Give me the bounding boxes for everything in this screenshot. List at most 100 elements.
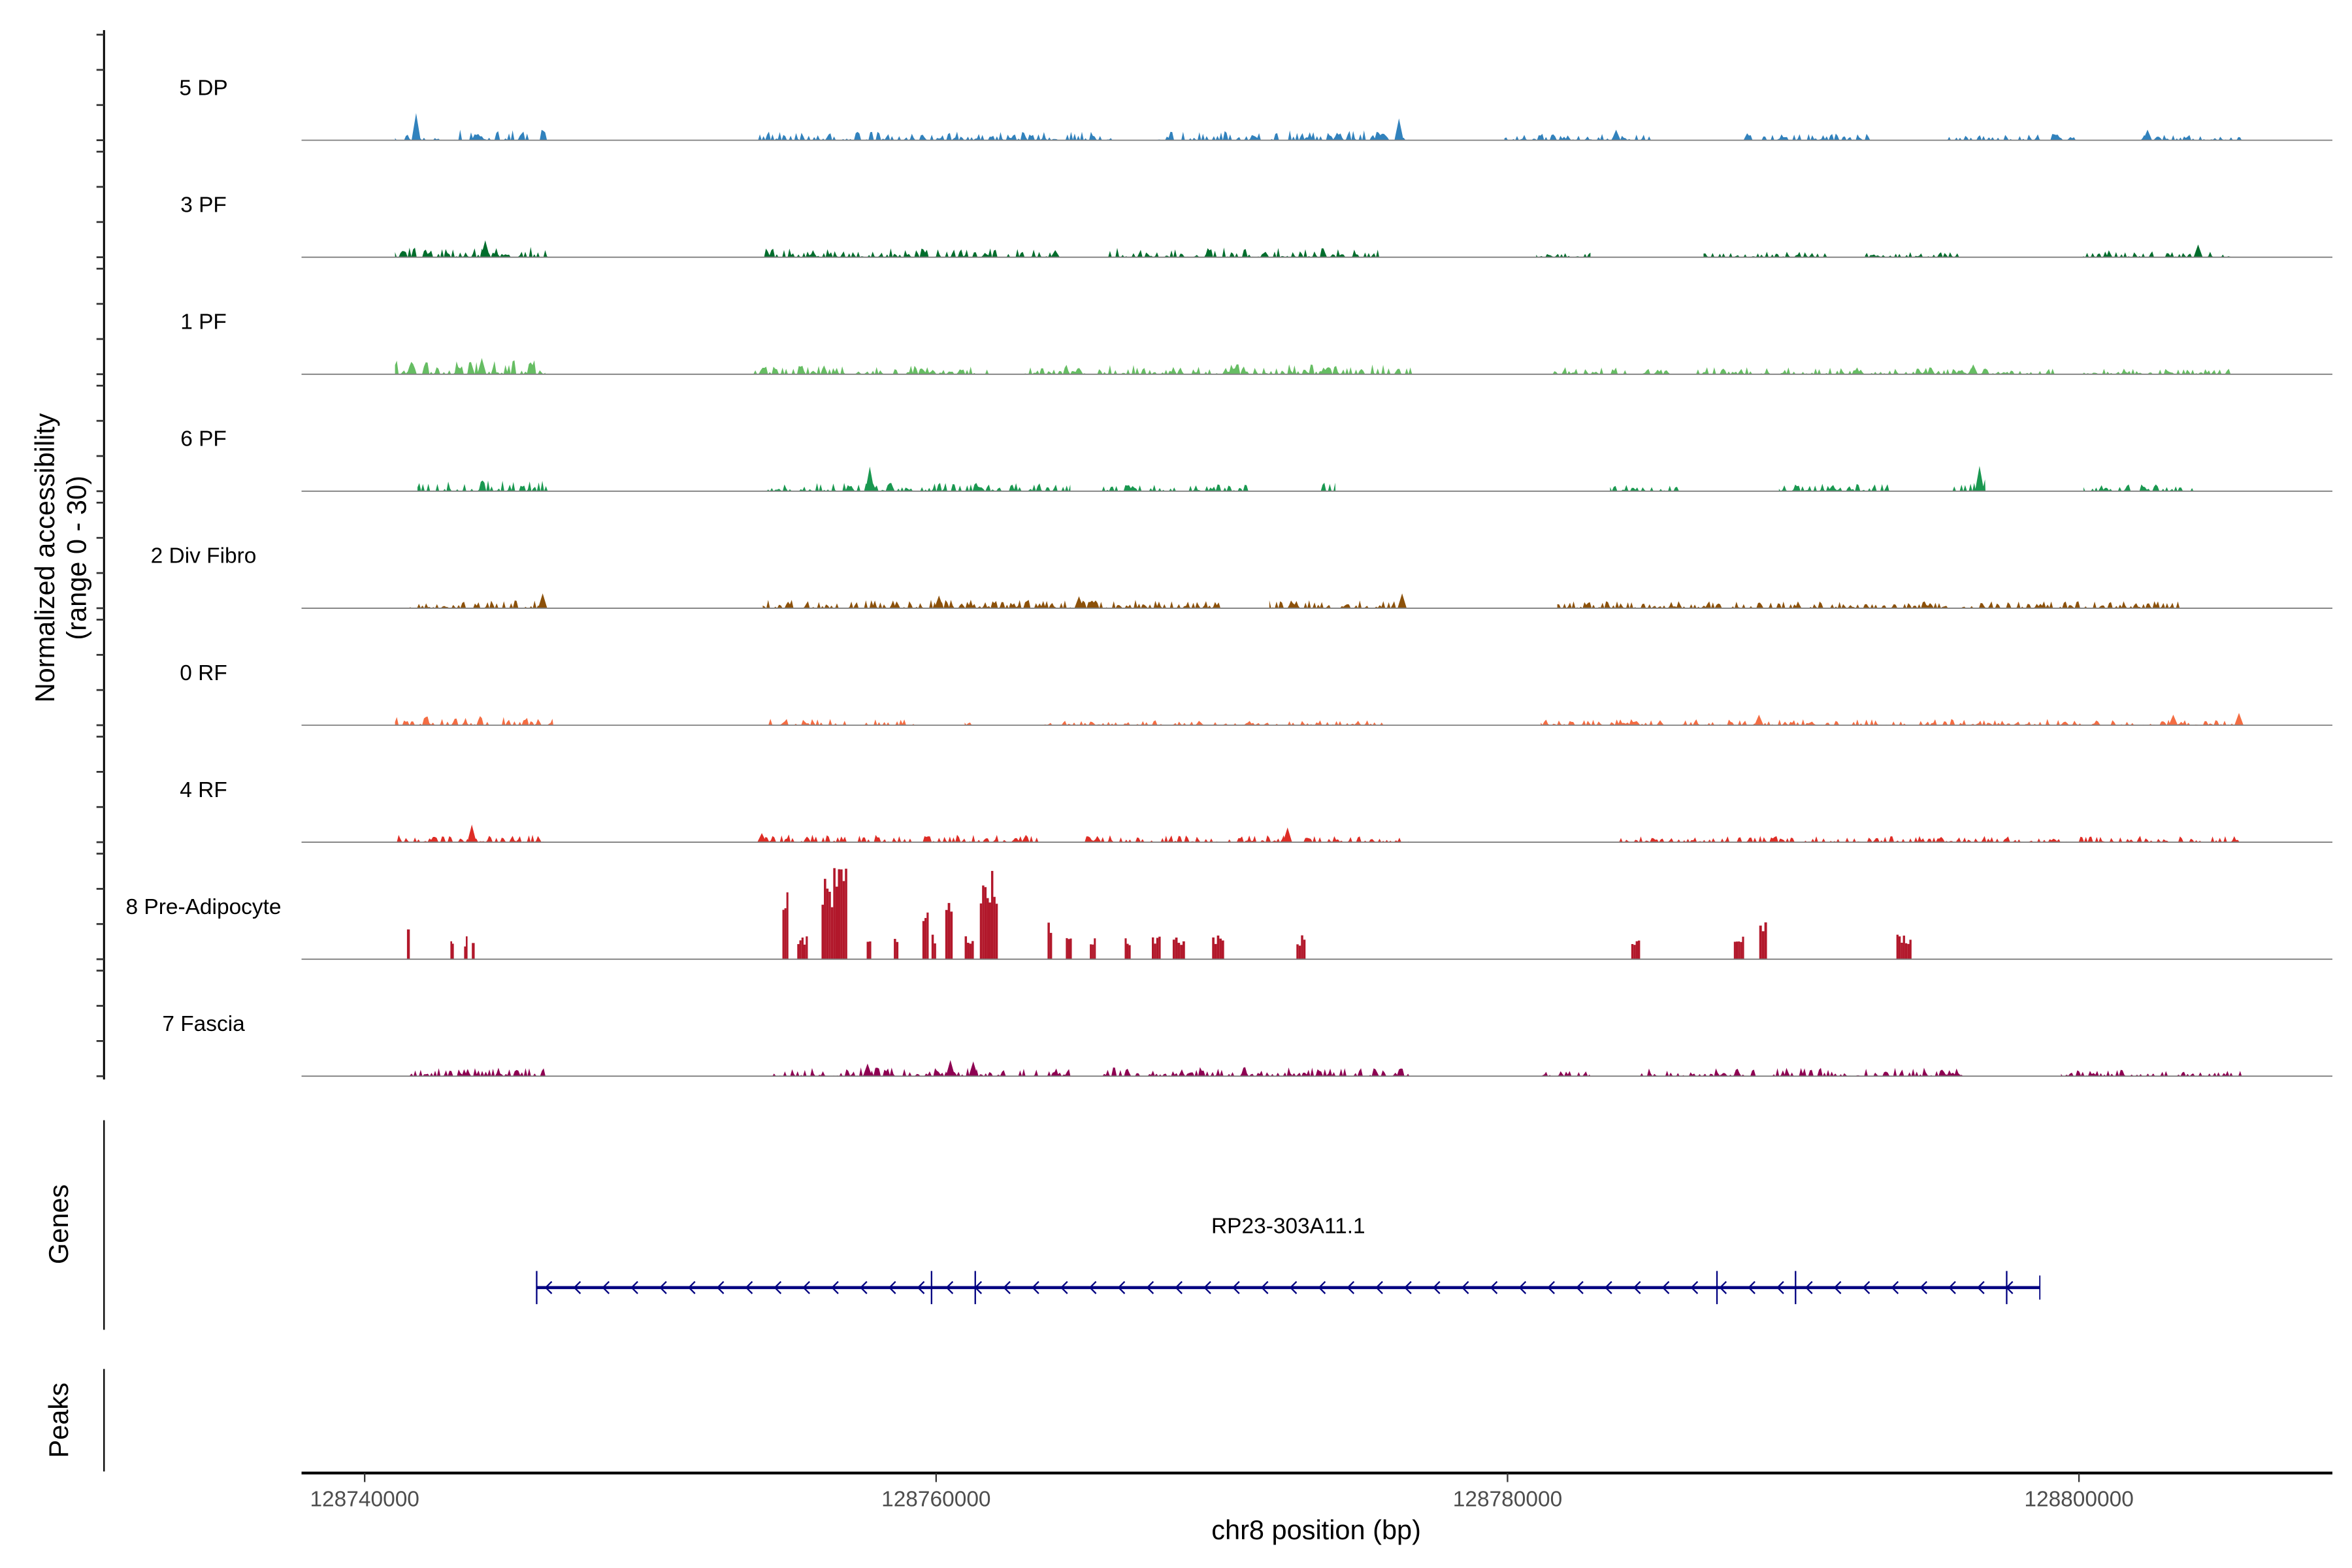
signal-region	[762, 483, 1071, 491]
strand-arrow-icon	[1260, 1281, 1269, 1294]
signal-region	[1552, 367, 1674, 374]
x-tick-label: 128760000	[881, 1487, 990, 1511]
strand-arrow-icon	[802, 1281, 810, 1294]
signal-bar	[1635, 941, 1638, 960]
signal-bar	[1070, 938, 1072, 960]
signal-bar	[1128, 945, 1131, 960]
signal-peak	[968, 1061, 978, 1077]
strand-arrow-icon	[1461, 1281, 1469, 1294]
track: 2 Div Fibro	[151, 544, 2332, 609]
signal-bar	[828, 891, 831, 960]
strand-arrow-icon	[888, 1281, 896, 1294]
signal-bar	[1296, 944, 1299, 960]
signal-bar	[1637, 940, 1641, 960]
signal-region	[1081, 835, 1410, 843]
signal-region	[1940, 134, 2081, 140]
signal-region	[1557, 601, 2188, 608]
signal-bar	[464, 946, 466, 960]
signal-region	[1100, 1067, 1410, 1077]
signal-bar	[830, 907, 834, 960]
signal-bar	[1177, 943, 1181, 960]
signal-region	[758, 131, 1113, 140]
strand-arrow-icon	[1060, 1281, 1068, 1294]
signal-bar	[1175, 938, 1178, 960]
signal-bar	[838, 869, 841, 960]
signal-peak	[480, 240, 490, 257]
x-axis-ticks: 128740000 128760000 128780000 128800000	[310, 1473, 2134, 1511]
signal-bar	[833, 868, 836, 960]
signal-bar	[1124, 938, 1127, 960]
signal-bar	[1301, 935, 1303, 960]
strand-arrow-icon	[659, 1281, 667, 1294]
signal-bar	[472, 943, 475, 960]
signal-bar	[803, 944, 806, 960]
signal-bar	[982, 885, 985, 960]
signal-bar	[824, 879, 826, 960]
strand-arrow-icon	[1604, 1281, 1612, 1294]
signal-bar	[1047, 923, 1050, 960]
strand-arrow-icon	[1490, 1281, 1498, 1294]
signal-bar	[894, 939, 896, 960]
strand-arrow-icon	[1518, 1281, 1527, 1294]
signal-region	[768, 719, 915, 725]
signal-bar	[842, 881, 845, 960]
strand-arrow-icon	[1375, 1281, 1383, 1294]
signal-bar	[995, 904, 998, 960]
signal-peak	[1968, 364, 1978, 374]
signal-peak	[1611, 129, 1621, 140]
strand-arrow-icon	[1862, 1281, 1870, 1294]
signal-bar	[926, 912, 929, 960]
signal-region	[410, 600, 546, 608]
strand-arrow-icon	[1719, 1281, 1727, 1294]
signal-peak	[2193, 244, 2203, 257]
signal-bar	[1761, 931, 1765, 960]
signal-region	[1043, 720, 1394, 725]
signal-region	[762, 600, 1221, 608]
signal-bar	[1742, 936, 1744, 960]
signal-bar	[1066, 938, 1068, 960]
signal-peak	[1051, 250, 1060, 257]
strand-arrow-icon	[774, 1281, 782, 1294]
signal-region	[417, 480, 549, 491]
signal-bar	[1896, 934, 1899, 960]
y-axis-title-main: Normalized accessibility	[29, 413, 60, 702]
signal-bar	[465, 936, 468, 960]
signal-region	[410, 1068, 546, 1077]
signal-bar	[1764, 922, 1767, 960]
signal-bar	[972, 941, 974, 960]
signal-bar	[1126, 943, 1129, 960]
signal-bar	[934, 943, 936, 960]
gene-label: RP23-303A11.1	[1211, 1215, 1365, 1239]
signal-region	[1610, 836, 2242, 843]
signal-bar	[964, 936, 968, 960]
signal-bar	[786, 892, 789, 960]
signal-peak	[1974, 466, 1984, 491]
signal-bar	[979, 903, 983, 960]
signal-bar	[1633, 945, 1636, 960]
signal-bar	[984, 887, 987, 960]
signal-bar	[840, 869, 843, 960]
strand-arrow-icon	[1690, 1281, 1699, 1294]
strand-arrow-icon	[1232, 1281, 1240, 1294]
signal-region	[1696, 367, 2058, 374]
signal-bar	[1092, 944, 1094, 960]
track-label: 6 PF	[180, 427, 227, 451]
x-tick-label: 128740000	[310, 1487, 419, 1511]
signal-bar	[1214, 943, 1217, 960]
signal-bar	[845, 868, 847, 960]
signal-bar	[1740, 941, 1742, 960]
strand-arrow-icon	[1891, 1281, 1899, 1294]
track-label: 7 Fascia	[162, 1012, 245, 1036]
signal-region	[1102, 484, 1252, 491]
signal-bar	[826, 889, 829, 960]
track-label: 1 PF	[180, 310, 227, 335]
track: 7 Fascia	[162, 1012, 2332, 1077]
strand-arrow-icon	[1347, 1281, 1355, 1294]
signal-bar	[1212, 937, 1215, 960]
strand-arrow-icon	[1318, 1281, 1326, 1294]
signal-bar	[1156, 938, 1159, 960]
signal-bar	[1631, 944, 1634, 960]
signal-bar	[782, 909, 785, 960]
signal-bar	[922, 921, 925, 960]
signal-region	[1504, 133, 1656, 140]
